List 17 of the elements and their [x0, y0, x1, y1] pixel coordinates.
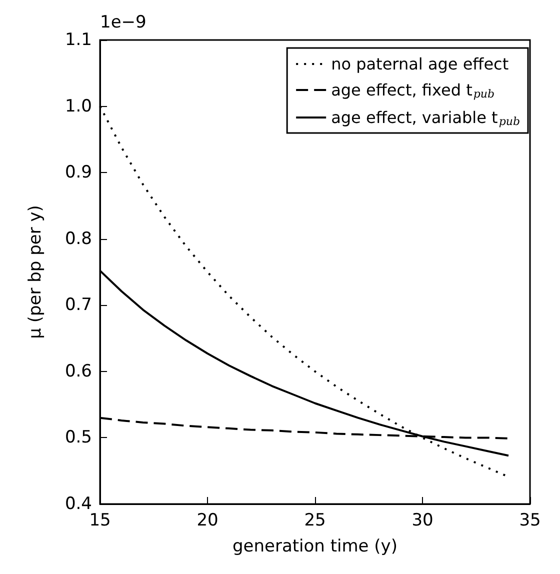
x-tick-label: 30 [412, 510, 434, 530]
y-tick-label: 0.4 [64, 494, 92, 514]
text: 1e−9 [100, 12, 146, 32]
legend-label: no paternal age effect [331, 54, 509, 74]
x-tick-label: 15 [89, 510, 111, 530]
x-tick-label: 20 [196, 510, 218, 530]
x-axis-title: generation time (y) [232, 536, 398, 556]
y-tick-label: 0.8 [64, 228, 92, 249]
y-tick-label: 0.6 [64, 361, 92, 382]
y-tick-label: 0.7 [64, 295, 92, 316]
x-tick-label: 35 [519, 510, 541, 530]
y-axis-title: μ (per bp per y) [26, 205, 46, 339]
y-tick-label: 0.9 [64, 162, 92, 183]
x-tick-label: 25 [304, 510, 326, 530]
y-tick-label: 1.0 [64, 96, 92, 116]
y-tick-label: 1.1 [64, 30, 92, 50]
y-tick-label: 0.5 [64, 428, 92, 448]
